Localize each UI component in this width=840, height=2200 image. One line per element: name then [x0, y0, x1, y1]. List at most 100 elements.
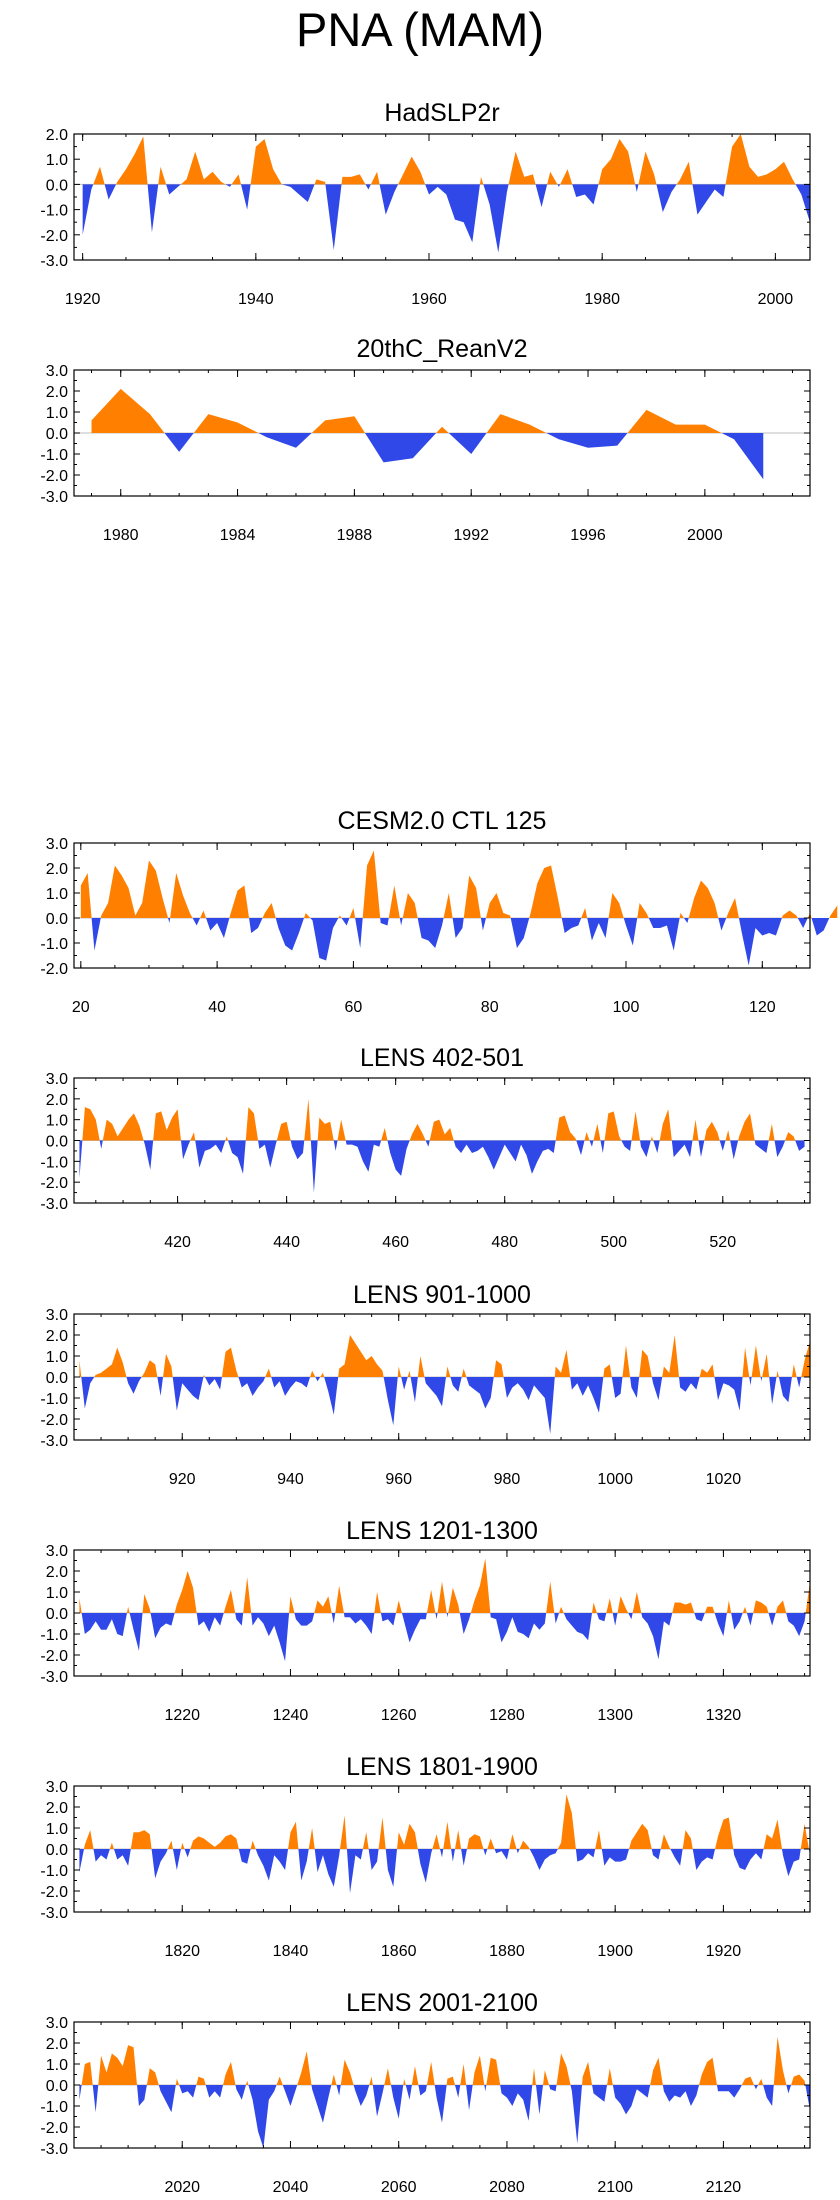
positive-area-lens-2001-2100 — [79, 2036, 811, 2085]
y-tick-label: 0.0 — [46, 1842, 68, 1859]
x-tick-label: 40 — [208, 999, 226, 1016]
x-tick-label: 2020 — [164, 2179, 200, 2196]
x-tick-label: 1920 — [706, 1943, 742, 1960]
y-tick-label: -3.0 — [40, 1905, 68, 1922]
y-tick-label: -3.0 — [40, 1196, 68, 1213]
y-tick-label: 1.0 — [46, 1585, 68, 1602]
x-tick-label: 2000 — [758, 291, 794, 308]
x-tick-label: 460 — [382, 1234, 409, 1251]
y-tick-label: 0.0 — [46, 1370, 68, 1387]
panel-title-lens-402-501: LENS 402-501 — [360, 1044, 524, 1072]
x-tick-label: 2080 — [489, 2179, 525, 2196]
y-tick-label: 3.0 — [46, 1071, 68, 1088]
y-tick-label: -1.0 — [40, 203, 68, 220]
x-tick-label: 960 — [385, 1471, 412, 1488]
y-tick-label: -2.0 — [40, 1412, 68, 1429]
negative-area-lens-901-1000 — [79, 1377, 811, 1434]
y-tick-label: -3.0 — [40, 1669, 68, 1686]
positive-area-hadslp2r — [82, 134, 811, 185]
figure-title: PNA (MAM) — [295, 3, 545, 56]
x-tick-label: 120 — [749, 999, 776, 1016]
y-tick-label: -1.0 — [40, 1154, 68, 1171]
x-tick-label: 1992 — [453, 527, 489, 544]
y-tick-label: -2.0 — [40, 1175, 68, 1192]
panel-title-lens-1201-1300: LENS 1201-1300 — [346, 1517, 538, 1545]
x-tick-label: 440 — [273, 1234, 300, 1251]
y-tick-label: -2.0 — [40, 961, 68, 978]
y-tick-label: -3.0 — [40, 1433, 68, 1450]
y-tick-label: 1.0 — [46, 886, 68, 903]
y-tick-label: -2.0 — [40, 2120, 68, 2137]
y-tick-label: 2.0 — [46, 1092, 68, 1109]
negative-area-lens-2001-2100 — [79, 2085, 811, 2148]
y-tick-label: -1.0 — [40, 936, 68, 953]
x-tick-label: 2120 — [706, 2179, 742, 2196]
y-tick-label: 2.0 — [46, 1800, 68, 1817]
y-tick-label: 1.0 — [46, 152, 68, 169]
x-tick-label: 1020 — [706, 1471, 742, 1488]
x-tick-label: 20 — [72, 999, 90, 1016]
x-tick-label: 2000 — [687, 527, 723, 544]
y-tick-label: 0.0 — [46, 426, 68, 443]
y-tick-label: -2.0 — [40, 1648, 68, 1665]
x-tick-label: 1996 — [570, 527, 606, 544]
panel-title-cesm2-ctl-125: CESM2.0 CTL 125 — [338, 807, 547, 835]
y-tick-label: 1.0 — [46, 405, 68, 422]
y-tick-label: 2.0 — [46, 1328, 68, 1345]
y-tick-label: -1.0 — [40, 2099, 68, 2116]
y-tick-label: 2.0 — [46, 861, 68, 878]
y-tick-label: 2.0 — [46, 384, 68, 401]
x-tick-label: 1320 — [706, 1707, 742, 1724]
y-tick-label: -3.0 — [40, 253, 68, 270]
x-tick-label: 1280 — [489, 1707, 525, 1724]
positive-area-lens-1801-1900 — [79, 1794, 811, 1849]
x-tick-label: 1980 — [103, 527, 139, 544]
y-tick-label: 0.0 — [46, 911, 68, 928]
y-tick-label: 3.0 — [46, 363, 68, 380]
y-tick-label: -1.0 — [40, 1391, 68, 1408]
x-tick-label: 1940 — [238, 291, 274, 308]
positive-area-20thc-reanv2 — [91, 388, 764, 433]
negative-area-cesm2-ctl-125 — [80, 918, 838, 966]
x-tick-label: 1960 — [411, 291, 447, 308]
x-tick-label: 920 — [169, 1471, 196, 1488]
y-tick-label: 3.0 — [46, 1779, 68, 1796]
x-tick-label: 60 — [345, 999, 363, 1016]
x-tick-label: 1300 — [597, 1707, 633, 1724]
y-tick-label: 1.0 — [46, 1349, 68, 1366]
x-tick-label: 1840 — [273, 1943, 309, 1960]
positive-area-lens-1201-1300 — [79, 1558, 811, 1613]
x-tick-label: 2060 — [381, 2179, 417, 2196]
x-tick-label: 1240 — [273, 1707, 309, 1724]
x-tick-label: 2100 — [597, 2179, 633, 2196]
negative-area-lens-1801-1900 — [79, 1849, 811, 1894]
x-tick-label: 1984 — [220, 527, 256, 544]
x-tick-label: 1220 — [164, 1707, 200, 1724]
panel-title-20thc-reanv2: 20thC_ReanV2 — [357, 335, 528, 363]
negative-area-lens-1201-1300 — [79, 1613, 811, 1662]
positive-area-lens-901-1000 — [79, 1335, 811, 1377]
x-tick-label: 500 — [600, 1234, 627, 1251]
panel-title-lens-901-1000: LENS 901-1000 — [353, 1281, 531, 1309]
panel-title-hadslp2r: HadSLP2r — [384, 99, 499, 127]
y-tick-label: 3.0 — [46, 2015, 68, 2032]
x-tick-label: 100 — [613, 999, 640, 1016]
x-tick-label: 1880 — [489, 1943, 525, 1960]
x-tick-label: 1860 — [381, 1943, 417, 1960]
x-tick-label: 520 — [709, 1234, 736, 1251]
y-tick-label: 2.0 — [46, 1564, 68, 1581]
x-tick-label: 1900 — [597, 1943, 633, 1960]
y-tick-label: 0.0 — [46, 177, 68, 194]
panel-title-lens-2001-2100: LENS 2001-2100 — [346, 1989, 538, 2017]
positive-area-lens-402-501 — [79, 1098, 805, 1141]
x-tick-label: 1000 — [597, 1471, 633, 1488]
x-tick-label: 1988 — [337, 527, 373, 544]
x-tick-label: 1820 — [164, 1943, 200, 1960]
y-tick-label: 1.0 — [46, 1821, 68, 1838]
negative-area-lens-402-501 — [79, 1140, 805, 1193]
y-tick-label: -1.0 — [40, 447, 68, 464]
y-tick-label: -2.0 — [40, 228, 68, 245]
y-tick-label: -1.0 — [40, 1627, 68, 1644]
x-tick-label: 480 — [491, 1234, 518, 1251]
